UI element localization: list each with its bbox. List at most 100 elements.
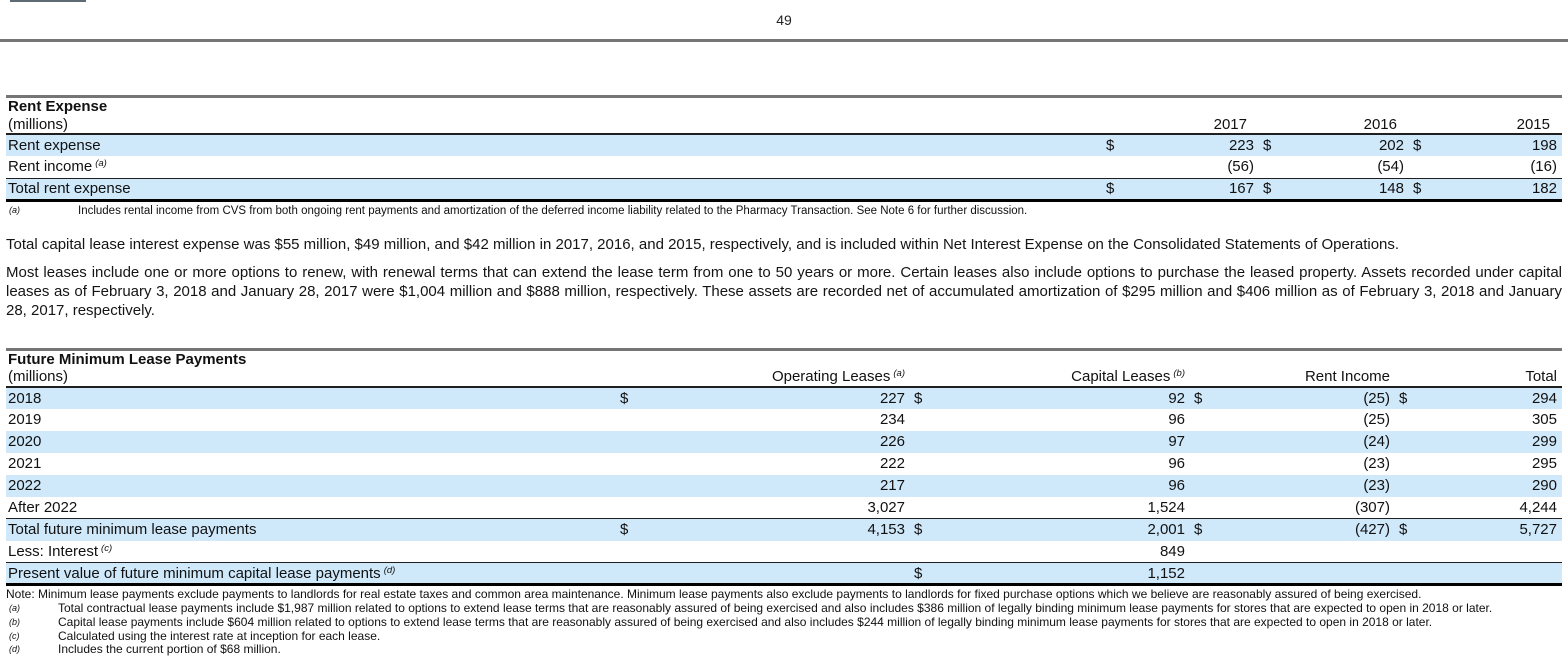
currency-cell: $ bbox=[1409, 177, 1431, 202]
currency-cell bbox=[1190, 430, 1212, 453]
currency-cell: $ bbox=[1395, 518, 1417, 541]
year-header: 2015 bbox=[1431, 115, 1562, 135]
row-label: 2018 bbox=[8, 389, 42, 407]
value-cell: (307) bbox=[1354, 498, 1390, 516]
currency-cell: $ bbox=[910, 518, 932, 541]
table-note: Note: Minimum lease payments exclude pay… bbox=[6, 587, 1422, 601]
table-footnote: (c) Calculated using the interest rate a… bbox=[6, 628, 1562, 643]
currency-cell: $ bbox=[1259, 177, 1281, 202]
currency-cell: $ bbox=[1259, 134, 1281, 156]
value-cell: 202 bbox=[1281, 134, 1409, 156]
currency-cell bbox=[1409, 156, 1431, 178]
footnote-text: Total contractual lease payments include… bbox=[58, 601, 1493, 615]
value-cell: (427) bbox=[1212, 518, 1395, 541]
currency-cell bbox=[616, 562, 638, 586]
table-footnote: (a) Includes rental income from CVS from… bbox=[6, 204, 1562, 218]
table-total-row: Present value of future minimum capital … bbox=[6, 562, 1562, 586]
body-paragraph: Most leases include one or more options … bbox=[6, 263, 1562, 319]
table-footnote: (d) Includes the current portion of $68 … bbox=[6, 643, 1562, 656]
value-cell: 4,153 bbox=[638, 518, 910, 541]
value-cell: 305 bbox=[1531, 411, 1557, 428]
value-cell: 1,152 bbox=[932, 562, 1190, 586]
table-header-row: (millions) Operating Leases (a) Capital L… bbox=[6, 367, 1562, 388]
footnote-text: Capital lease payments include $604 mill… bbox=[58, 614, 1433, 629]
currency-cell bbox=[616, 409, 638, 431]
row-label: Less: Interest bbox=[8, 542, 99, 560]
currency-cell bbox=[616, 474, 638, 497]
table-row: 2021 222 96 (23) 295 bbox=[6, 453, 1562, 475]
currency-cell bbox=[616, 541, 638, 563]
value-cell: 2,001 bbox=[932, 518, 1190, 541]
value-cell: (25) bbox=[1363, 411, 1390, 428]
value-cell: 96 bbox=[1168, 411, 1185, 428]
value-cell: 96 bbox=[1168, 455, 1185, 472]
currency-cell bbox=[1190, 409, 1212, 431]
future-lease-table: Future Minimum Lease Payments (millions)… bbox=[6, 347, 1562, 586]
value-cell: 849 bbox=[1159, 542, 1185, 560]
currency-cell: $ bbox=[1102, 134, 1124, 156]
value-cell: (24) bbox=[1212, 430, 1395, 453]
table-total-row: Total rent expense $ 167 $ 148 $ 182 bbox=[6, 177, 1562, 202]
table-row: Rent income (a) (56) (54) (16) bbox=[6, 156, 1562, 178]
value-cell: 227 bbox=[638, 386, 910, 409]
table-row: 2019 234 96 (25) 305 bbox=[6, 409, 1562, 431]
currency-cell bbox=[910, 474, 932, 497]
column-header: Rent Income bbox=[1304, 368, 1390, 385]
page-edge-artifact bbox=[10, 0, 86, 2]
column-header: Capital Leases bbox=[1071, 368, 1171, 385]
table-footnote: (a) Total contractual lease payments inc… bbox=[6, 602, 1562, 615]
header-rule bbox=[0, 39, 1568, 42]
table-row: Rent expense $ 223 $ 202 $ 198 bbox=[6, 134, 1562, 156]
footnote-text: Calculated using the interest rate at in… bbox=[58, 628, 381, 643]
document-body: Rent Expense (millions) 2017 2016 2015 R… bbox=[0, 95, 1568, 656]
currency-cell bbox=[910, 541, 932, 563]
currency-cell bbox=[1395, 497, 1417, 519]
currency-cell: $ bbox=[1102, 177, 1124, 202]
value-cell: 299 bbox=[1417, 430, 1562, 453]
value-cell: 148 bbox=[1281, 177, 1409, 202]
currency-cell: $ bbox=[1395, 386, 1417, 409]
currency-cell bbox=[616, 497, 638, 519]
currency-cell: $ bbox=[910, 562, 932, 586]
value-cell: 182 bbox=[1431, 177, 1562, 202]
currency-cell: $ bbox=[910, 386, 932, 409]
currency-cell bbox=[616, 430, 638, 453]
value-cell: (56) bbox=[1227, 158, 1254, 176]
table-total-row: Total future minimum lease payments $ 4,… bbox=[6, 518, 1562, 541]
row-label: 2020 bbox=[8, 433, 42, 450]
page-number: 49 bbox=[776, 12, 792, 28]
currency-cell bbox=[910, 453, 932, 475]
value-cell: 198 bbox=[1431, 134, 1562, 156]
value-cell: 226 bbox=[638, 430, 910, 453]
footnote-marker: (a) bbox=[9, 204, 20, 215]
currency-cell: $ bbox=[1409, 134, 1431, 156]
currency-cell bbox=[910, 409, 932, 431]
currency-cell bbox=[1395, 541, 1417, 563]
footnote-ref: (b) bbox=[1173, 368, 1185, 379]
value-cell: 4,244 bbox=[1519, 498, 1557, 516]
table-title: Rent Expense bbox=[8, 98, 108, 115]
year-header: 2017 bbox=[1124, 115, 1259, 135]
footnote-text: Includes the current portion of $68 mill… bbox=[58, 642, 281, 657]
row-label: Rent income bbox=[8, 158, 93, 176]
currency-cell: $ bbox=[1190, 386, 1212, 409]
table-row: 2020 226 97 (24) 299 bbox=[6, 430, 1562, 453]
currency-cell bbox=[1395, 562, 1417, 586]
row-label: Rent expense bbox=[8, 137, 101, 154]
currency-cell: $ bbox=[616, 518, 638, 541]
value-cell bbox=[638, 541, 910, 563]
year-header: 2016 bbox=[1281, 115, 1409, 135]
currency-cell bbox=[1190, 562, 1212, 586]
currency-cell bbox=[910, 497, 932, 519]
value-cell bbox=[1212, 562, 1395, 586]
currency-cell: $ bbox=[616, 386, 638, 409]
currency-cell bbox=[1395, 409, 1417, 431]
value-cell: 96 bbox=[932, 474, 1190, 497]
currency-cell bbox=[1395, 430, 1417, 453]
column-header: Operating Leases bbox=[771, 368, 891, 385]
footnote-text: Includes rental income from CVS from bot… bbox=[78, 204, 1028, 217]
value-cell: 295 bbox=[1531, 455, 1557, 472]
value-cell: (23) bbox=[1212, 474, 1395, 497]
table-footnote: (b) Capital lease payments include $604 … bbox=[6, 614, 1562, 629]
currency-cell bbox=[1395, 474, 1417, 497]
